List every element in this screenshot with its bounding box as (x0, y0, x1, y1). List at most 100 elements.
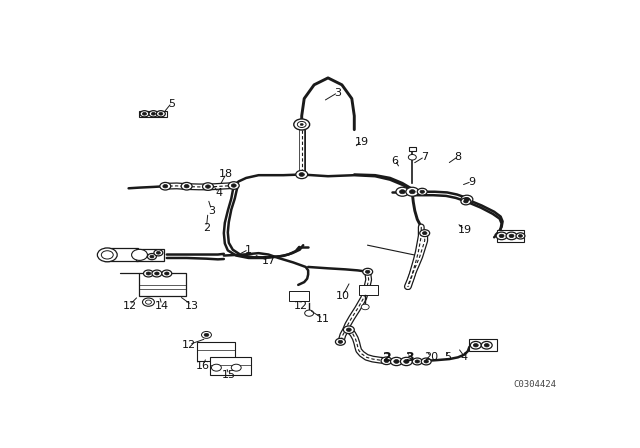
Circle shape (422, 232, 427, 235)
Text: 7: 7 (421, 152, 428, 162)
Circle shape (365, 270, 370, 273)
Text: 2: 2 (383, 351, 392, 364)
Text: 12: 12 (294, 301, 308, 310)
Circle shape (470, 341, 481, 349)
Circle shape (162, 270, 172, 277)
Text: 3: 3 (406, 351, 414, 364)
Circle shape (156, 251, 161, 254)
Circle shape (363, 268, 372, 275)
Circle shape (420, 230, 429, 237)
Bar (497, 230, 524, 242)
Circle shape (506, 232, 517, 240)
Circle shape (294, 119, 310, 130)
Bar (409, 147, 416, 151)
Circle shape (132, 250, 147, 260)
Circle shape (335, 338, 346, 345)
Bar (138, 111, 167, 117)
Circle shape (145, 300, 152, 304)
Circle shape (152, 112, 156, 115)
Text: 3: 3 (335, 88, 341, 99)
Circle shape (415, 360, 419, 363)
Circle shape (401, 358, 412, 366)
Bar (138, 273, 186, 296)
Bar (136, 249, 164, 261)
Bar (210, 358, 251, 375)
Circle shape (184, 185, 189, 188)
Circle shape (404, 360, 409, 363)
Circle shape (231, 184, 236, 187)
Circle shape (164, 272, 169, 275)
Circle shape (298, 121, 306, 128)
Text: 8: 8 (454, 152, 461, 162)
Circle shape (228, 182, 239, 190)
Circle shape (420, 190, 424, 193)
Circle shape (305, 310, 314, 316)
Circle shape (481, 341, 492, 349)
Circle shape (484, 344, 489, 347)
Text: 17: 17 (261, 256, 276, 267)
Circle shape (140, 111, 149, 117)
Text: 19: 19 (355, 137, 369, 147)
Text: 20: 20 (424, 352, 438, 362)
Text: 18: 18 (220, 169, 234, 180)
Circle shape (344, 326, 355, 333)
Circle shape (202, 332, 211, 338)
Circle shape (156, 111, 165, 117)
Circle shape (147, 254, 156, 260)
Circle shape (163, 185, 168, 188)
Circle shape (461, 195, 473, 203)
Circle shape (143, 298, 154, 306)
Text: C0304424: C0304424 (513, 380, 556, 389)
Circle shape (160, 182, 171, 190)
Circle shape (146, 272, 150, 275)
Text: 12: 12 (182, 340, 196, 350)
Circle shape (202, 183, 213, 190)
Text: 15: 15 (222, 370, 236, 380)
Text: 10: 10 (336, 291, 350, 301)
Text: 5: 5 (445, 352, 452, 362)
Circle shape (231, 364, 241, 371)
Text: 13: 13 (184, 301, 198, 310)
Circle shape (154, 250, 163, 256)
Text: 16: 16 (196, 361, 210, 371)
Circle shape (399, 190, 405, 194)
Circle shape (509, 234, 514, 237)
Circle shape (296, 170, 308, 179)
Circle shape (205, 185, 211, 188)
Circle shape (181, 182, 192, 190)
Circle shape (152, 270, 162, 277)
Bar (359, 285, 378, 294)
Circle shape (464, 198, 470, 201)
Circle shape (97, 248, 117, 262)
Circle shape (346, 328, 351, 332)
Circle shape (496, 232, 507, 240)
Circle shape (406, 187, 419, 196)
Circle shape (300, 123, 303, 125)
Text: 2: 2 (203, 223, 210, 233)
Circle shape (149, 111, 158, 117)
Circle shape (299, 172, 305, 177)
Circle shape (143, 112, 147, 115)
Text: 11: 11 (316, 314, 330, 324)
Text: 4: 4 (461, 352, 468, 362)
Circle shape (474, 344, 478, 347)
Circle shape (518, 234, 522, 237)
Circle shape (417, 188, 428, 195)
Circle shape (421, 358, 431, 365)
Circle shape (390, 358, 403, 366)
Circle shape (516, 233, 525, 239)
Circle shape (211, 364, 221, 371)
Bar (289, 291, 309, 302)
Circle shape (384, 359, 389, 362)
Circle shape (155, 272, 159, 275)
Circle shape (338, 340, 342, 343)
Bar (196, 342, 236, 362)
Text: 1: 1 (245, 246, 252, 255)
Circle shape (394, 360, 399, 363)
Circle shape (499, 234, 504, 237)
Circle shape (361, 304, 369, 310)
Circle shape (424, 360, 428, 363)
Circle shape (143, 270, 154, 277)
Text: 6: 6 (392, 156, 399, 166)
Circle shape (381, 357, 392, 365)
